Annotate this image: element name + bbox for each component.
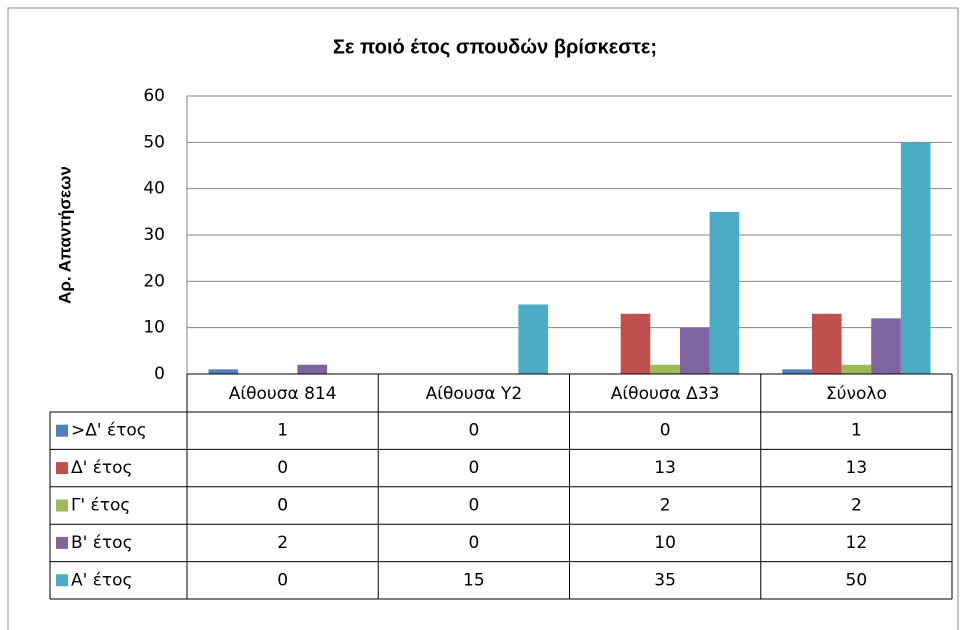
table-cell: 2 [660,496,671,516]
x-tick-label: Αίθουσα Δ33 [611,384,720,404]
chart-title: Σε ποιό έτος σπουδών βρίσκεστε; [333,36,657,58]
legend-swatch [56,499,68,512]
legend-label: Α' έτος [71,570,133,590]
table-cell: 35 [654,570,676,590]
table-cell: 12 [846,533,868,553]
y-tick-label: 0 [154,364,165,384]
bar [871,318,901,374]
table-cell: 0 [277,496,288,516]
legend-label: Δ' έτος [71,458,133,478]
bar [650,364,680,374]
bar [620,313,651,374]
table-cell: 0 [468,496,479,516]
table-cell: 2 [277,533,288,553]
legend-label: Γ' έτος [71,496,130,516]
table-cell: 1 [277,421,288,441]
table-cell: 1 [851,421,862,441]
bar [709,211,740,374]
table-cell: 10 [654,533,676,553]
table-cell: 0 [660,421,671,441]
bar [208,369,239,374]
x-tick-label: Αίθουσα 814 [229,384,337,404]
table-cell: 13 [846,458,868,478]
y-tick-label: 20 [143,271,165,291]
y-tick-label: 30 [143,225,165,245]
bar [841,364,872,374]
legend-label: >Δ' έτος [71,421,147,441]
bar [782,369,812,374]
legend-swatch [56,424,68,437]
table-cell: 0 [468,421,479,441]
legend-swatch [56,574,68,587]
y-tick-label: 60 [143,86,165,106]
y-axis-label: Αρ. Απαντήσεων [55,166,74,304]
table-cell: 0 [277,458,288,478]
chart-frame [7,7,959,630]
y-tick-label: 50 [143,132,165,152]
table-cell: 0 [468,533,479,553]
y-tick-label: 40 [143,179,165,199]
x-tick-label: Σύνολο [826,384,887,404]
bar [679,327,710,374]
table-cell: 0 [468,458,479,478]
x-tick-label: Αίθουσα Υ2 [426,384,523,404]
bar [297,364,328,374]
table-cell: 50 [846,570,868,590]
table-cell: 13 [654,458,676,478]
legend-swatch [56,536,68,549]
y-tick-label: 10 [143,318,165,338]
table-cell: 15 [463,570,485,590]
bar [518,304,548,374]
bar [900,142,931,374]
legend-swatch [56,462,68,475]
table-cell: 2 [851,496,862,516]
legend-label: Β' έτος [71,533,133,553]
bar [811,313,842,374]
table-cell: 0 [277,570,288,590]
